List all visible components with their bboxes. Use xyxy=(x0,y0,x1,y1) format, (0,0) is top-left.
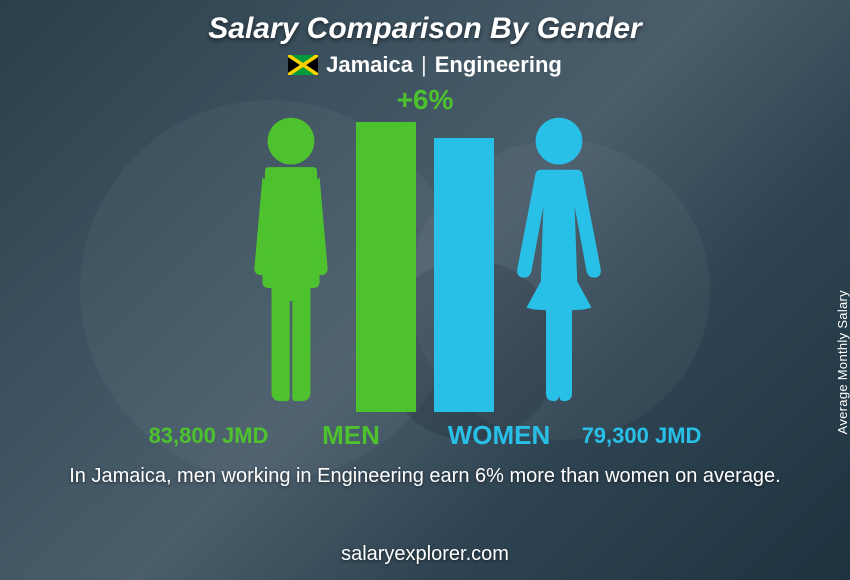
women-label: WOMEN xyxy=(444,420,554,451)
field-label: Engineering xyxy=(435,52,562,78)
description-text: In Jamaica, men working in Engineering e… xyxy=(69,463,781,490)
footer-link[interactable]: salaryexplorer.com xyxy=(0,543,850,566)
woman-icon xyxy=(494,112,624,412)
men-salary: 83,800 JMD xyxy=(131,423,286,449)
men-column xyxy=(226,112,356,412)
women-bar-wrap xyxy=(434,112,494,412)
country-label: Jamaica xyxy=(326,52,413,78)
content-container: Salary Comparison By Gender Jamaica | En… xyxy=(0,0,850,580)
women-column xyxy=(494,112,624,412)
separator: | xyxy=(421,52,427,78)
men-bar xyxy=(356,122,416,412)
men-label: MEN xyxy=(296,420,406,451)
labels-row: 83,800 JMD MEN WOMEN 79,300 JMD xyxy=(131,420,719,451)
men-bar-wrap xyxy=(356,112,416,412)
page-title: Salary Comparison By Gender xyxy=(208,12,641,46)
jamaica-flag-icon xyxy=(288,55,318,75)
subtitle-row: Jamaica | Engineering xyxy=(288,52,562,78)
side-axis-label: Average Monthly Salary xyxy=(835,290,850,434)
women-salary: 79,300 JMD xyxy=(564,423,719,449)
chart-area xyxy=(226,112,624,412)
man-icon xyxy=(226,112,356,412)
women-bar xyxy=(434,138,494,412)
